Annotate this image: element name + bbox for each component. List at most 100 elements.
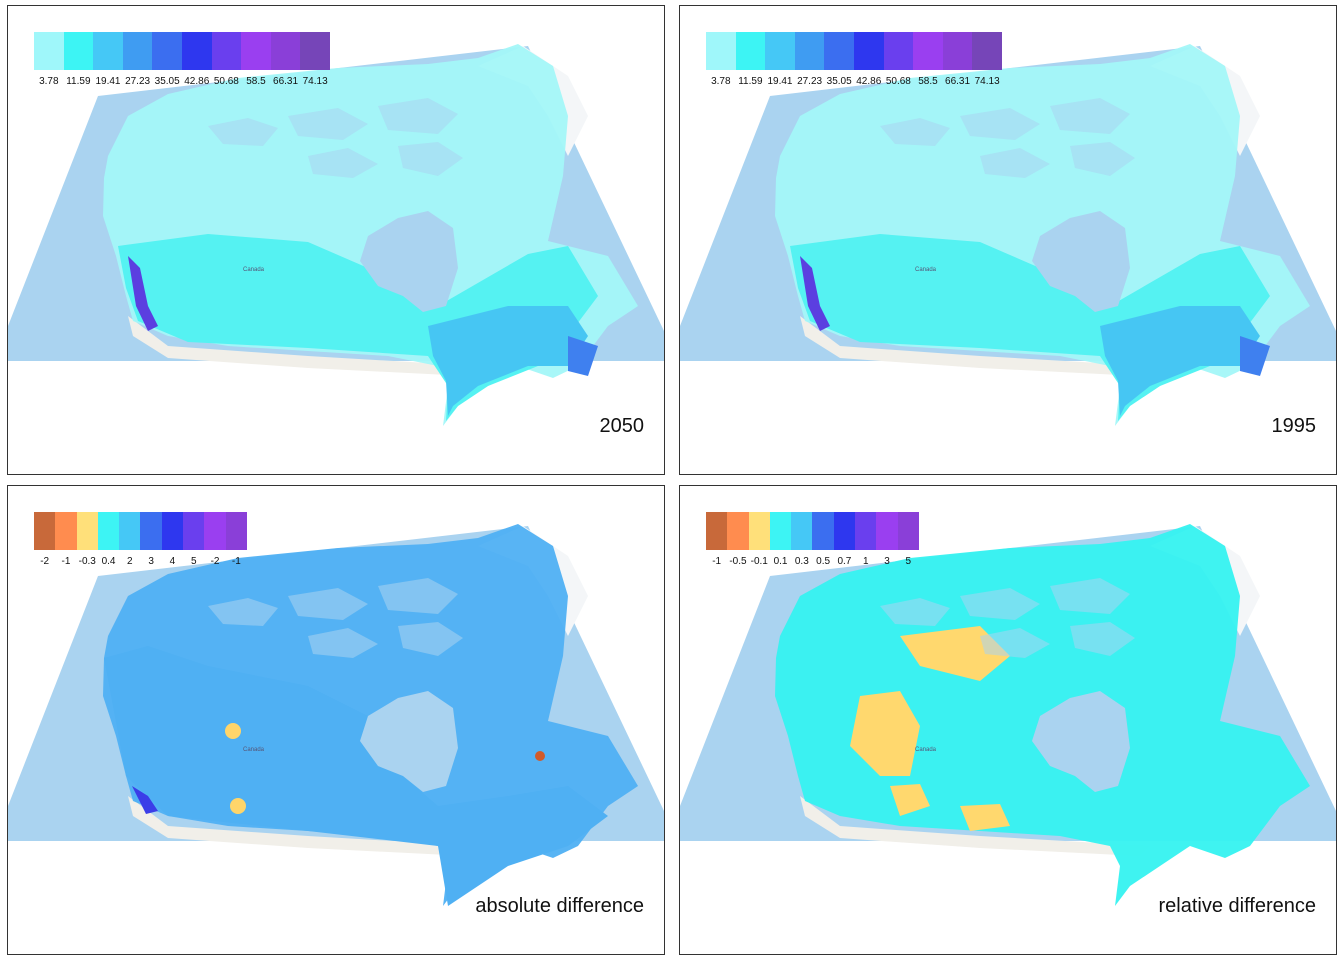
map-panel-2050: Canada 3.78 11.59 19.41 27.23 35.05 42.86 50.6… bbox=[7, 5, 665, 475]
legend-swatches bbox=[706, 512, 919, 550]
legend-swatch bbox=[706, 512, 728, 550]
legend-swatch bbox=[300, 32, 330, 70]
canada-map: Canada bbox=[680, 524, 1336, 906]
arctic-channel bbox=[208, 598, 278, 626]
legend-swatch bbox=[270, 32, 301, 70]
arctic-channel bbox=[880, 598, 950, 626]
legend-label: 0.3 bbox=[794, 556, 809, 567]
panel-title: absolute difference bbox=[475, 895, 644, 917]
arctic-channel bbox=[1050, 578, 1130, 614]
arctic-channel bbox=[288, 588, 368, 620]
arctic-channel bbox=[398, 142, 463, 176]
legend-swatch bbox=[34, 512, 56, 550]
legend-swatch bbox=[140, 512, 162, 550]
legend-label: 50.68 bbox=[213, 76, 239, 87]
legend-label: -2 bbox=[40, 556, 50, 567]
legend-swatch bbox=[161, 512, 184, 550]
difference-zone bbox=[104, 646, 608, 906]
legend-swatch bbox=[34, 32, 64, 70]
hudson-bay bbox=[1032, 691, 1130, 792]
place-label: Canada bbox=[243, 267, 265, 273]
arctic-channel bbox=[378, 578, 458, 614]
legend-label: 11.59 bbox=[66, 76, 91, 87]
panel-title: 2050 bbox=[599, 415, 645, 437]
legend-label: 50.68 bbox=[885, 76, 911, 87]
temperature-zone bbox=[428, 306, 588, 416]
legend-label: -0.1 bbox=[750, 556, 768, 567]
temperature-zone bbox=[1100, 306, 1260, 416]
legend-label: 3 bbox=[148, 556, 154, 567]
panel-title: 1995 bbox=[1271, 415, 1317, 437]
legend-label: -2 bbox=[210, 556, 220, 567]
legend-labels: -2 -1 -0.3 0.4 2 3 4 5 -2 -1 bbox=[34, 556, 247, 567]
legend-swatch bbox=[183, 512, 205, 550]
legend-label: 3.78 bbox=[39, 76, 59, 87]
legend-label: 74.13 bbox=[302, 76, 328, 87]
place-label: Canada bbox=[915, 267, 937, 273]
difference-zone bbox=[890, 784, 930, 816]
legend-label: 66.31 bbox=[945, 76, 971, 87]
legend-swatch bbox=[181, 32, 212, 70]
legend-swatch bbox=[853, 32, 884, 70]
legend-swatch bbox=[913, 32, 943, 70]
legend-label: 11.59 bbox=[738, 76, 763, 87]
maritime-zone bbox=[568, 336, 598, 376]
legend-swatch bbox=[97, 512, 120, 550]
legend-label: 3.78 bbox=[711, 76, 731, 87]
map-panel-1995: Canada 3.78 11.59 19.41 27.23 35.05 42.86 50.6… bbox=[679, 5, 1337, 475]
legend-label: 0.1 bbox=[773, 556, 788, 567]
legend-label: 3 bbox=[884, 556, 890, 567]
legend-label: 58.5 bbox=[246, 76, 266, 87]
legend-label: 0.7 bbox=[837, 556, 852, 567]
arctic-channel bbox=[398, 622, 463, 656]
arctic-channel bbox=[308, 148, 378, 178]
legend-swatch bbox=[748, 512, 770, 550]
legend-label: -1 bbox=[61, 556, 71, 567]
legend-swatch bbox=[63, 32, 94, 70]
difference-spot bbox=[230, 798, 246, 814]
legend-label: 4 bbox=[169, 556, 176, 567]
legend-labels: 3.78 11.59 19.41 27.23 35.05 42.86 50.68 58.5 66… bbox=[34, 76, 330, 87]
legend-label: 27.23 bbox=[797, 76, 823, 87]
legend-label: -1 bbox=[712, 556, 722, 567]
arctic-channel bbox=[208, 118, 278, 146]
legend-swatch bbox=[824, 32, 854, 70]
arctic-channel bbox=[880, 118, 950, 146]
map-panel-absolute-difference: Canada -2 -1 -0.3 0.4 2 3 4 5 -2 -1 absolute diff… bbox=[7, 485, 665, 955]
difference-zone bbox=[960, 804, 1010, 831]
legend-swatch bbox=[972, 32, 1002, 70]
legend-swatch bbox=[883, 32, 914, 70]
legend-label: -1 bbox=[231, 556, 241, 567]
arctic-channel bbox=[1070, 142, 1135, 176]
legend-swatch bbox=[855, 512, 877, 550]
panel-title: relative difference bbox=[1158, 895, 1317, 917]
legend-swatch bbox=[706, 32, 736, 70]
canada-map: Canada bbox=[8, 44, 664, 426]
legend-swatch bbox=[942, 32, 973, 70]
arctic-channel bbox=[980, 628, 1050, 658]
legend-label: 74.13 bbox=[974, 76, 1000, 87]
arctic-channel bbox=[378, 98, 458, 134]
legend-label: 1 bbox=[862, 556, 869, 567]
legend-swatches bbox=[706, 32, 1002, 70]
legend-label: 35.05 bbox=[826, 76, 852, 87]
legend-swatch bbox=[769, 512, 792, 550]
coastal-zone bbox=[800, 256, 830, 331]
legend-label: -0.3 bbox=[78, 556, 96, 567]
map-panel-relative-difference: Canada -1 -0.5 -0.1 0.1 0.3 0.5 0.7 1 3 5 relativ… bbox=[679, 485, 1337, 955]
place-label: Canada bbox=[243, 747, 265, 753]
legend-swatch bbox=[794, 32, 825, 70]
legend-label: 19.41 bbox=[767, 76, 793, 87]
canada-map: Canada bbox=[680, 44, 1336, 426]
hudson-bay bbox=[1032, 211, 1130, 312]
difference-zone bbox=[850, 691, 920, 776]
usa-land bbox=[128, 796, 478, 856]
legend-swatch bbox=[93, 32, 123, 70]
legend-label: 19.41 bbox=[95, 76, 121, 87]
usa-land bbox=[800, 316, 1150, 376]
legend-label: 58.5 bbox=[918, 76, 938, 87]
legend-swatch bbox=[225, 512, 247, 550]
legend: 3.78 11.59 19.41 27.23 35.05 42.86 50.68 58.5 66… bbox=[34, 32, 330, 87]
coastal-zone bbox=[132, 786, 158, 814]
legend-label: 42.86 bbox=[856, 76, 882, 87]
